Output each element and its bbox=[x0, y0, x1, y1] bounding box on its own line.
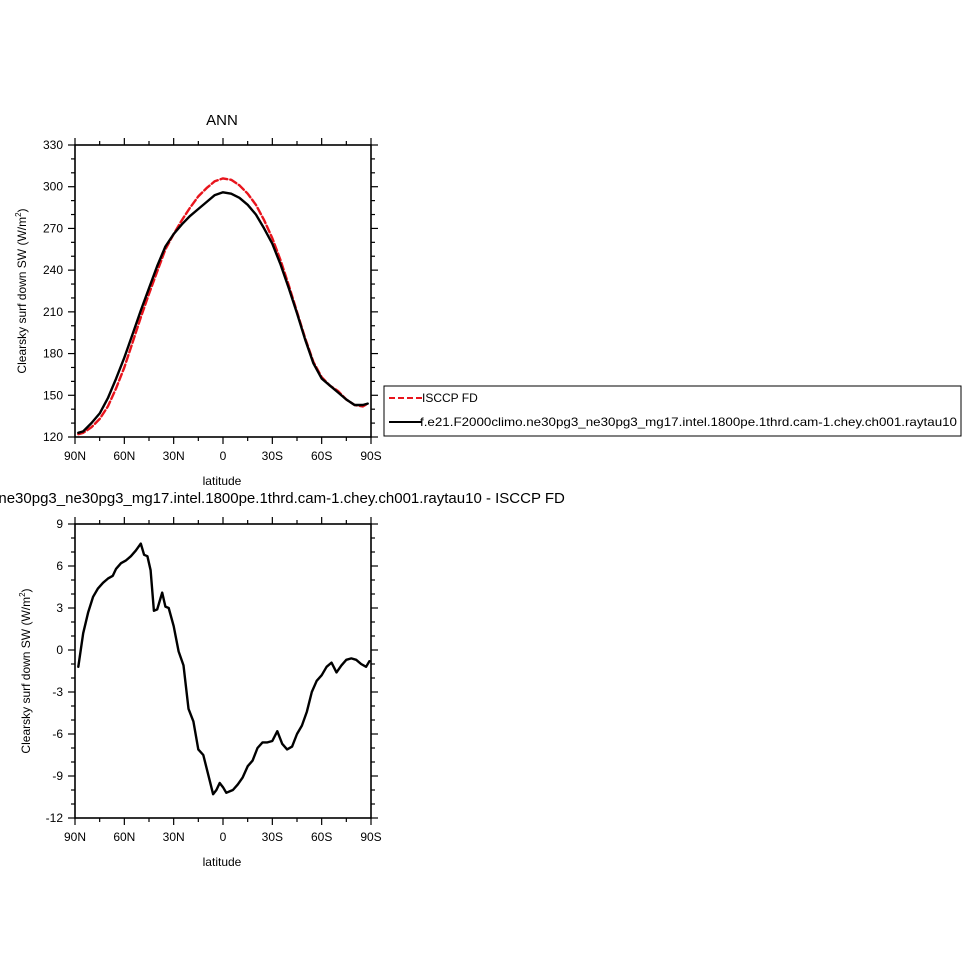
bottom-chart-x-tick-labels: 90N 60N 30N 0 30S 60S 90S bbox=[64, 830, 382, 844]
bottom-y-tick-label: -6 bbox=[52, 727, 63, 741]
bottom-y-tick-label: 6 bbox=[56, 559, 63, 573]
top-x-tick-label: 30S bbox=[262, 449, 283, 463]
bottom-series-line-0 bbox=[77, 542, 371, 796]
bottom-x-tick-label: 60S bbox=[311, 830, 332, 844]
top-chart-y-axis-label-main: Clearsky surf down SW (W/m bbox=[15, 217, 29, 374]
bottom-x-tick-label: 90N bbox=[64, 830, 86, 844]
bottom-chart-frame bbox=[74, 523, 372, 819]
legend-label-isccp: ISCCP FD bbox=[422, 391, 478, 405]
top-chart-x-axis-label: latitude bbox=[203, 474, 242, 488]
bottom-chart-y-axis-label-end: ) bbox=[19, 588, 33, 592]
bottom-chart-x-axis-label: latitude bbox=[203, 855, 242, 869]
bottom-chart-y-axis-label: Clearsky surf down SW (W/m2) bbox=[18, 588, 33, 753]
bottom-x-tick-label: 0 bbox=[220, 830, 227, 844]
top-chart-title: ANN bbox=[206, 112, 238, 129]
top-x-tick-label: 0 bbox=[220, 449, 227, 463]
top-y-tick-label: 330 bbox=[43, 138, 63, 152]
bottom-y-tick-label: -3 bbox=[52, 685, 63, 699]
bottom-chart-ticks bbox=[68, 517, 378, 825]
top-y-tick-label: 240 bbox=[43, 263, 63, 277]
bottom-x-tick-label: 60N bbox=[113, 830, 135, 844]
top-chart-y-axis-label-sup: 2 bbox=[14, 212, 23, 217]
bottom-chart-series bbox=[77, 542, 371, 796]
panel-top: ANN 90N 60N 30N 0 30S 60S 90S 120 150 180 210 240 2… bbox=[14, 112, 382, 488]
panel-bottom: f.e21.F2000climo.ne30pg3_ne30pg3_mg17.in… bbox=[0, 490, 565, 869]
top-chart-x-tick-labels: 90N 60N 30N 0 30S 60S 90S bbox=[64, 449, 382, 463]
bottom-y-tick-label: 3 bbox=[56, 601, 63, 615]
top-y-tick-label: 300 bbox=[43, 180, 63, 194]
top-chart-frame bbox=[74, 144, 372, 438]
top-y-tick-label: 210 bbox=[43, 305, 63, 319]
bottom-y-tick-label: -12 bbox=[46, 811, 64, 825]
top-chart-series bbox=[77, 177, 369, 436]
bottom-y-tick-label: -9 bbox=[52, 769, 63, 783]
top-y-tick-label: 150 bbox=[43, 388, 63, 402]
top-x-tick-label: 60S bbox=[311, 449, 332, 463]
top-x-tick-label: 90S bbox=[360, 449, 381, 463]
top-y-tick-label: 180 bbox=[43, 347, 63, 361]
legend-label-model: f.e21.F2000climo.ne30pg3_ne30pg3_mg17.in… bbox=[420, 415, 957, 429]
top-chart-ticks bbox=[68, 138, 378, 444]
bottom-chart-y-axis-label-sup: 2 bbox=[18, 592, 27, 597]
top-x-tick-label: 90N bbox=[64, 449, 86, 463]
top-series-line-1 bbox=[77, 191, 369, 434]
top-x-tick-label: 60N bbox=[113, 449, 135, 463]
top-chart-y-axis-label: Clearsky surf down SW (W/m2) bbox=[14, 208, 29, 373]
top-y-tick-label: 120 bbox=[43, 430, 63, 444]
bottom-chart-y-axis-label-main: Clearsky surf down SW (W/m bbox=[19, 597, 33, 754]
bottom-chart-y-tick-labels: -12 -9 -6 -3 0 3 6 9 bbox=[46, 517, 64, 825]
bottom-y-tick-label: 0 bbox=[56, 643, 63, 657]
top-y-tick-label: 270 bbox=[43, 221, 63, 235]
bottom-x-tick-label: 30N bbox=[163, 830, 185, 844]
top-chart-y-tick-labels: 120 150 180 210 240 270 300 330 bbox=[43, 138, 63, 444]
legend-box bbox=[383, 385, 962, 437]
bottom-x-tick-label: 90S bbox=[360, 830, 381, 844]
bottom-y-tick-label: 9 bbox=[56, 517, 63, 531]
legend: ISCCP FD f.e21.F2000climo.ne30pg3_ne30pg… bbox=[383, 385, 962, 437]
bottom-chart-title: f.e21.F2000climo.ne30pg3_ne30pg3_mg17.in… bbox=[0, 490, 565, 507]
top-series-line-0 bbox=[77, 177, 369, 436]
top-x-tick-label: 30N bbox=[163, 449, 185, 463]
bottom-x-tick-label: 30S bbox=[262, 830, 283, 844]
top-chart-y-axis-label-end: ) bbox=[15, 208, 29, 212]
